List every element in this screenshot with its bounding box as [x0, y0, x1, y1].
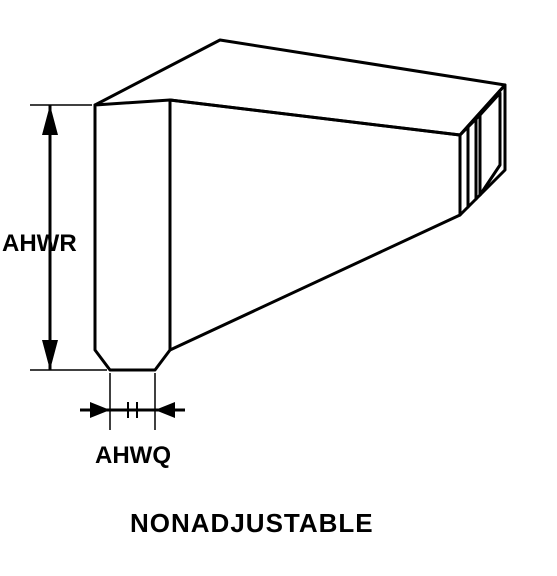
arrow-right-to-left-ext — [90, 402, 110, 418]
diagram-title: NONADJUSTABLE — [130, 508, 374, 539]
arrow-left-to-right-ext — [155, 402, 175, 418]
top-face — [95, 40, 505, 135]
vertical-dimension-label: AHWR — [2, 230, 77, 258]
horizontal-dimension-label: AHWQ — [95, 442, 171, 470]
diagram-svg — [0, 0, 557, 571]
right-side — [170, 100, 460, 350]
arrow-down — [42, 340, 58, 370]
arrow-up — [42, 105, 58, 135]
technical-diagram: AHWR AHWQ NONADJUSTABLE — [0, 0, 557, 571]
front-face — [95, 100, 170, 370]
